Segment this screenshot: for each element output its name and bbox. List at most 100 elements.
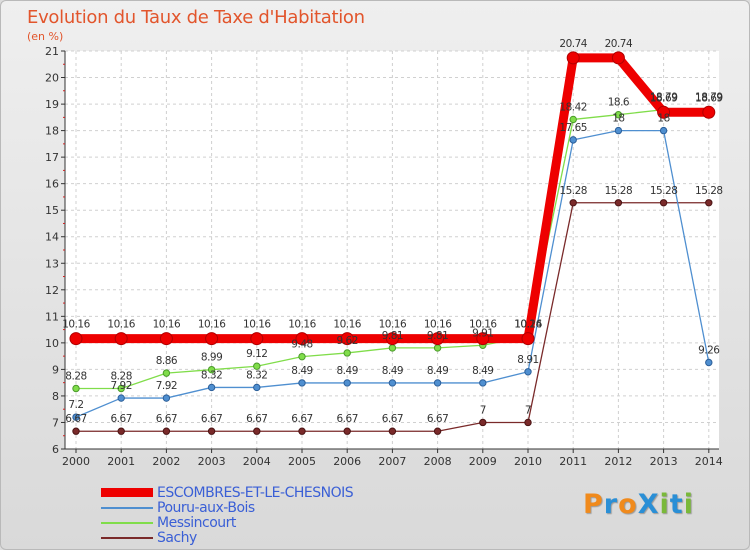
proxiti-logo: ProXiti (583, 489, 694, 520)
data-label: 6.67 (291, 413, 312, 425)
y-tick-label: 20 (45, 72, 59, 85)
x-tick-label: 2003 (198, 455, 226, 468)
data-point (72, 413, 80, 421)
data-label: 6.67 (65, 413, 86, 425)
y-tick-label: 19 (45, 98, 59, 111)
data-label: 15.28 (650, 185, 678, 197)
data-label: 8.28 (111, 371, 132, 383)
data-label: 7 (525, 404, 531, 416)
data-point (298, 379, 306, 387)
data-point (207, 383, 216, 392)
data-label: 9.91 (472, 327, 493, 339)
data-point (388, 379, 397, 387)
data-label: 8.91 (517, 354, 538, 366)
data-label: 20.74 (605, 38, 633, 50)
logo-letter: X (637, 489, 660, 520)
data-point (298, 427, 306, 435)
data-point (117, 427, 125, 435)
legend-swatch (101, 521, 153, 524)
data-label: 6.67 (427, 413, 448, 425)
data-label: 9.62 (337, 335, 358, 347)
data-label: 6.67 (337, 413, 358, 425)
data-point (433, 344, 442, 352)
x-tick-label: 2006 (333, 455, 361, 468)
data-label: 8.49 (427, 365, 448, 377)
data-label: 6.67 (382, 413, 403, 425)
data-point (659, 199, 668, 207)
data-label: 18.79 (695, 92, 723, 104)
data-label: 17.65 (559, 122, 587, 134)
data-label: 18.42 (559, 101, 587, 113)
legend-item: Messincourt (101, 514, 353, 531)
data-label: 10.16 (153, 319, 181, 331)
legend-label: Messincourt (157, 514, 236, 531)
data-label: 10.16 (62, 319, 90, 331)
data-point (614, 126, 623, 135)
data-label: 8.99 (201, 352, 222, 364)
y-tick-label: 15 (45, 204, 59, 217)
data-point (569, 115, 577, 124)
x-tick-label: 2013 (650, 455, 678, 468)
data-point (566, 51, 580, 65)
data-point (614, 199, 623, 207)
logo-letter: P (583, 489, 604, 520)
data-point (343, 427, 351, 435)
data-label: 6.67 (156, 413, 177, 425)
x-tick-label: 2000 (62, 455, 90, 468)
logo-letter: o (618, 489, 638, 520)
data-point (343, 349, 351, 357)
y-tick-label: 16 (45, 178, 59, 191)
logo-letter: r (603, 489, 619, 520)
data-label: 10.16 (107, 319, 135, 331)
data-point (388, 427, 397, 435)
data-point (253, 362, 261, 370)
logo-letter: i (659, 489, 670, 520)
data-point (614, 110, 623, 119)
series-1 (72, 126, 713, 421)
data-point (72, 384, 80, 393)
data-point (343, 379, 351, 387)
data-label: 10.16 (333, 319, 361, 331)
legend-item: ESCOMBRES-ET-LE-CHESNOIS (101, 485, 354, 501)
logo-letter: i (683, 489, 694, 520)
logo-letter: t (669, 489, 684, 520)
legend-label: Sachy (157, 529, 197, 546)
data-point (69, 332, 83, 346)
data-point (657, 105, 671, 119)
data-label: 6.67 (246, 413, 267, 425)
data-point (340, 332, 354, 346)
data-label: 8.49 (472, 365, 493, 377)
data-label: 20.74 (559, 38, 587, 50)
chart-legend: ESCOMBRES-ET-LE-CHESNOIS Pouru-aux-Bois … (101, 485, 354, 546)
data-point (72, 427, 80, 435)
data-label: 9.12 (246, 348, 267, 360)
legend-swatch (101, 536, 153, 539)
data-label: 8.86 (156, 355, 178, 367)
series-3 (72, 199, 713, 435)
series-0 (69, 51, 716, 346)
data-label: 10.16 (288, 319, 316, 331)
y-tick-label: 13 (45, 257, 59, 270)
data-point (253, 427, 261, 435)
chart-subtitle: (en %) (27, 30, 64, 43)
y-tick-label: 14 (45, 231, 59, 244)
data-point (659, 126, 668, 135)
y-tick-label: 17 (45, 151, 59, 164)
data-point (521, 332, 535, 346)
data-point (205, 332, 219, 346)
data-point (117, 394, 125, 402)
data-point (295, 332, 309, 346)
data-label: 9.81 (427, 330, 448, 342)
data-label: 18.69 (650, 92, 678, 104)
data-label: 10.16 (469, 319, 497, 331)
data-label: 9.81 (382, 330, 403, 342)
data-point (611, 51, 625, 65)
data-point (705, 358, 713, 367)
data-point (162, 369, 171, 377)
x-tick-label: 2012 (604, 455, 632, 468)
data-label: 10.16 (379, 319, 407, 331)
y-tick-label: 12 (45, 284, 59, 297)
data-point (298, 352, 306, 361)
